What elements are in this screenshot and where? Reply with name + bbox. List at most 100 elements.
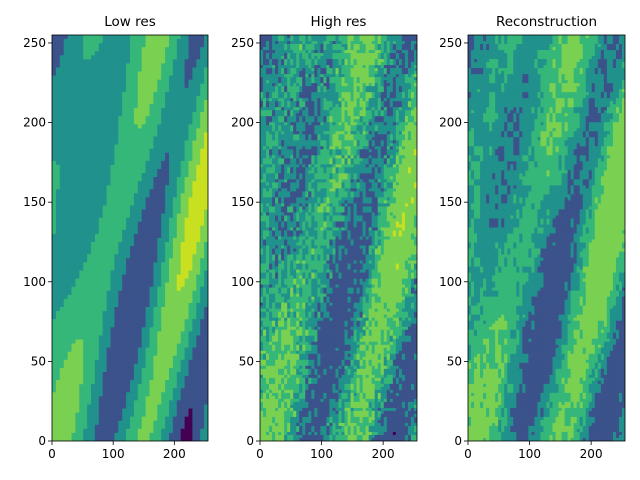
heatmap-cell	[122, 209, 127, 215]
heatmap-cell	[169, 380, 174, 385]
heatmap-cell	[87, 428, 92, 434]
heatmap-cell	[278, 98, 282, 102]
heatmap-cell	[118, 99, 123, 105]
heatmap-cell	[137, 181, 143, 186]
heatmap-cell	[98, 388, 104, 393]
heatmap-cell	[161, 432, 166, 438]
heatmap-cell	[98, 51, 104, 56]
heatmap-cell	[204, 428, 208, 434]
heatmap-cell	[176, 347, 182, 353]
heatmap-cell	[272, 209, 276, 213]
heatmap-cell	[196, 156, 201, 162]
heatmap-cell	[269, 317, 273, 322]
heatmap-cell	[184, 75, 189, 81]
heatmap-cell	[161, 55, 166, 60]
heatmap-cell	[118, 242, 123, 247]
heatmap-cell	[137, 233, 143, 239]
heatmap-cell	[118, 238, 123, 243]
heatmap-cell	[130, 229, 135, 235]
heatmap-cell	[71, 132, 76, 137]
heatmap-cell	[204, 217, 208, 223]
heatmap-cell	[169, 91, 174, 97]
heatmap-cell	[91, 91, 96, 97]
heatmap-cell	[184, 128, 189, 133]
heatmap-cell	[126, 266, 131, 271]
heatmap-cell	[133, 392, 139, 397]
heatmap-cell	[184, 380, 189, 385]
heatmap-cell	[63, 83, 68, 89]
heatmap-cell	[161, 43, 166, 48]
heatmap-cell	[55, 311, 61, 316]
heatmap-cell	[184, 404, 189, 409]
heatmap-cell	[79, 416, 84, 422]
heatmap-cell	[114, 424, 119, 430]
heatmap-cell	[55, 392, 61, 397]
heatmap-cell	[94, 233, 100, 239]
heatmap-cell	[196, 225, 201, 231]
heatmap-cell	[278, 200, 282, 204]
heatmap-cell	[118, 404, 123, 409]
heatmap-cell	[110, 108, 115, 113]
heatmap-cell	[200, 209, 205, 215]
heatmap-cell	[102, 298, 107, 304]
heatmap-cell	[118, 233, 123, 239]
heatmap-cell	[59, 189, 65, 194]
heatmap-cell	[165, 35, 170, 40]
heatmap-cell	[176, 335, 182, 340]
heatmap-cell	[106, 242, 111, 247]
heatmap-cell	[75, 63, 80, 68]
heatmap-cell	[263, 89, 267, 93]
heatmap-cell	[184, 83, 189, 89]
heatmap-cell	[200, 270, 205, 275]
heatmap-cell	[196, 376, 201, 381]
heatmap-cell	[94, 258, 100, 263]
heatmap-cell	[269, 269, 273, 273]
heatmap-cell	[266, 365, 270, 370]
heatmap-cell	[157, 242, 162, 247]
heatmap-cell	[137, 339, 143, 344]
heatmap-cell	[157, 205, 162, 210]
heatmap-cell	[55, 376, 61, 381]
heatmap-cell	[180, 400, 185, 405]
heatmap-cell	[63, 392, 68, 397]
heatmap-cell	[180, 79, 185, 85]
heatmap-cell	[79, 396, 84, 401]
heatmap-cell	[79, 331, 84, 336]
heatmap-cell	[137, 351, 143, 357]
heatmap-cell	[94, 75, 100, 81]
heatmap-cell	[275, 137, 279, 141]
heatmap-cell	[67, 254, 72, 259]
heatmap-cell	[196, 396, 201, 401]
heatmap-cell	[161, 388, 166, 393]
heatmap-cell	[106, 327, 111, 332]
heatmap-cell	[188, 233, 193, 239]
heatmap-cell	[55, 91, 61, 97]
heatmap-cell	[114, 416, 119, 422]
heatmap-cell	[172, 87, 178, 93]
heatmap-cell	[59, 99, 65, 105]
heatmap-cell	[71, 282, 76, 288]
heatmap-cell	[126, 47, 131, 52]
heatmap-cell	[200, 347, 205, 353]
heatmap-cell	[275, 419, 279, 424]
heatmap-cell	[188, 408, 193, 413]
heatmap-cell	[169, 87, 174, 93]
heatmap-cell	[172, 327, 178, 332]
heatmap-cell	[266, 92, 270, 96]
heatmap-cell	[52, 343, 57, 349]
heatmap-cell	[278, 107, 282, 111]
heatmap-cell	[98, 274, 104, 279]
heatmap-cell	[71, 363, 76, 369]
heatmap-cell	[192, 104, 197, 109]
heatmap-cell	[55, 75, 61, 81]
heatmap-cell	[110, 164, 115, 170]
heatmap-cell	[141, 238, 146, 243]
heatmap-cell	[176, 262, 182, 267]
heatmap-cell	[272, 404, 276, 409]
heatmap-cell	[98, 355, 104, 361]
heatmap-cell	[55, 128, 61, 133]
heatmap-cell	[266, 65, 270, 69]
heatmap-cell	[71, 193, 76, 198]
heatmap-cell	[114, 298, 119, 304]
heatmap-cell	[102, 266, 107, 271]
